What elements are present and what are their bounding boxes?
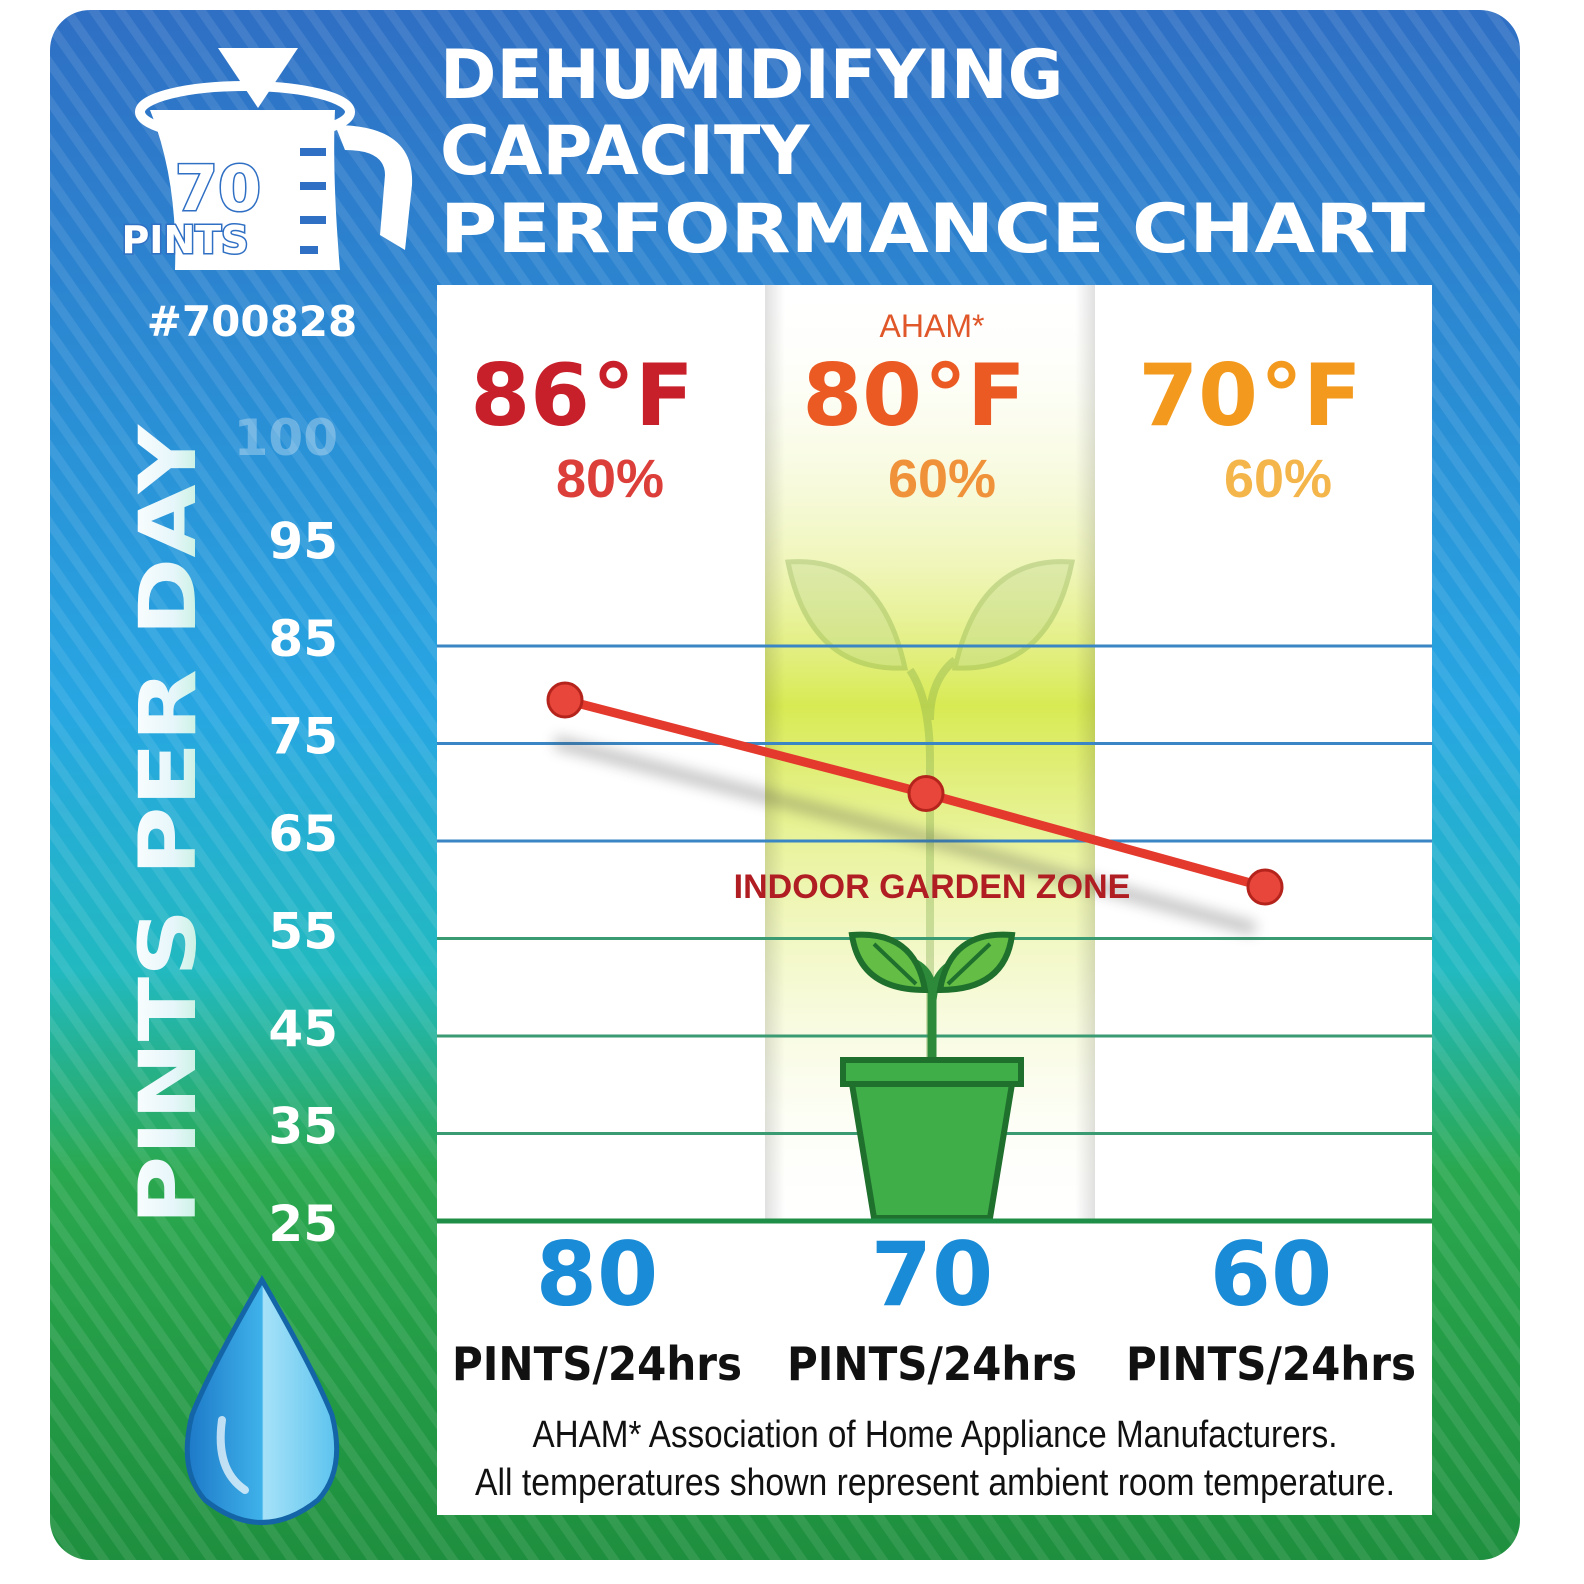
y-tick-label: 95	[268, 513, 338, 571]
y-tick-label: 35	[268, 1098, 338, 1156]
result-unit: PINTS/24hrs	[787, 1337, 1077, 1391]
result-unit: PINTS/24hrs	[1126, 1337, 1416, 1391]
data-point	[546, 681, 584, 719]
footnote-line-1: AHAM* Association of Home Appliance Manu…	[533, 1414, 1338, 1456]
condition-degree-unit: °F	[1260, 346, 1362, 446]
series-layer	[546, 681, 1284, 935]
condition-degree-unit: °F	[924, 346, 1026, 446]
y-axis-label: PINTS PER DAY	[124, 423, 214, 1225]
results-row: 80 PINTS/24hrs 70 PINTS/24hrs 60 PINTS/24hrs	[452, 1223, 1416, 1391]
result-value: 70	[871, 1223, 993, 1326]
condition-headers: 86 °F80%80 °F60%70 °F60%	[470, 346, 1361, 509]
condition-humidity: 80%	[556, 449, 664, 509]
y-axis-ticks: 100 95 85 75 65 55 45 35 25	[234, 409, 338, 1253]
footnote-line-2: All temperatures shown represent ambient…	[475, 1462, 1395, 1504]
y-tick-label: 100	[234, 409, 338, 467]
condition-temperature: 80	[802, 346, 922, 446]
condition-humidity: 60%	[888, 449, 996, 509]
result-value: 80	[536, 1223, 658, 1326]
model-number: #700828	[147, 297, 358, 346]
condition-degree-unit: °F	[592, 346, 694, 446]
y-tick-label: 55	[268, 903, 338, 961]
badge-number: 70	[175, 152, 261, 225]
title-line-3: PERFORMANCE CHART	[440, 190, 1426, 269]
sprout-icon	[784, 559, 1076, 1220]
condition-temperature: 70	[1138, 346, 1258, 446]
result-value: 60	[1210, 1223, 1332, 1326]
condition-humidity: 60%	[1224, 449, 1332, 509]
condition-temperature: 86	[470, 346, 590, 446]
y-tick-label: 75	[268, 708, 338, 766]
water-drop-icon	[184, 1275, 340, 1525]
y-tick-label: 85	[268, 610, 338, 668]
title-line-1: DEHUMIDIFYING	[440, 36, 1063, 115]
data-point	[1246, 868, 1284, 906]
y-tick-label: 25	[268, 1195, 338, 1253]
garden-zone-label: INDOOR GARDEN ZONE	[734, 868, 1131, 906]
series-line-shadow	[553, 736, 1257, 935]
measuring-cup-icon	[135, 48, 413, 270]
data-point	[907, 775, 945, 812]
potted-plant-icon	[840, 931, 1024, 1221]
aham-tag: AHAM*	[880, 308, 985, 344]
chart-title: DEHUMIDIFYING CAPACITY PERFORMANCE CHART	[440, 36, 1426, 269]
result-unit: PINTS/24hrs	[452, 1337, 742, 1391]
title-line-2: CAPACITY	[440, 112, 810, 191]
badge-unit: PINTS	[121, 218, 248, 262]
y-tick-label: 45	[268, 1000, 338, 1058]
y-tick-label: 65	[268, 805, 338, 863]
